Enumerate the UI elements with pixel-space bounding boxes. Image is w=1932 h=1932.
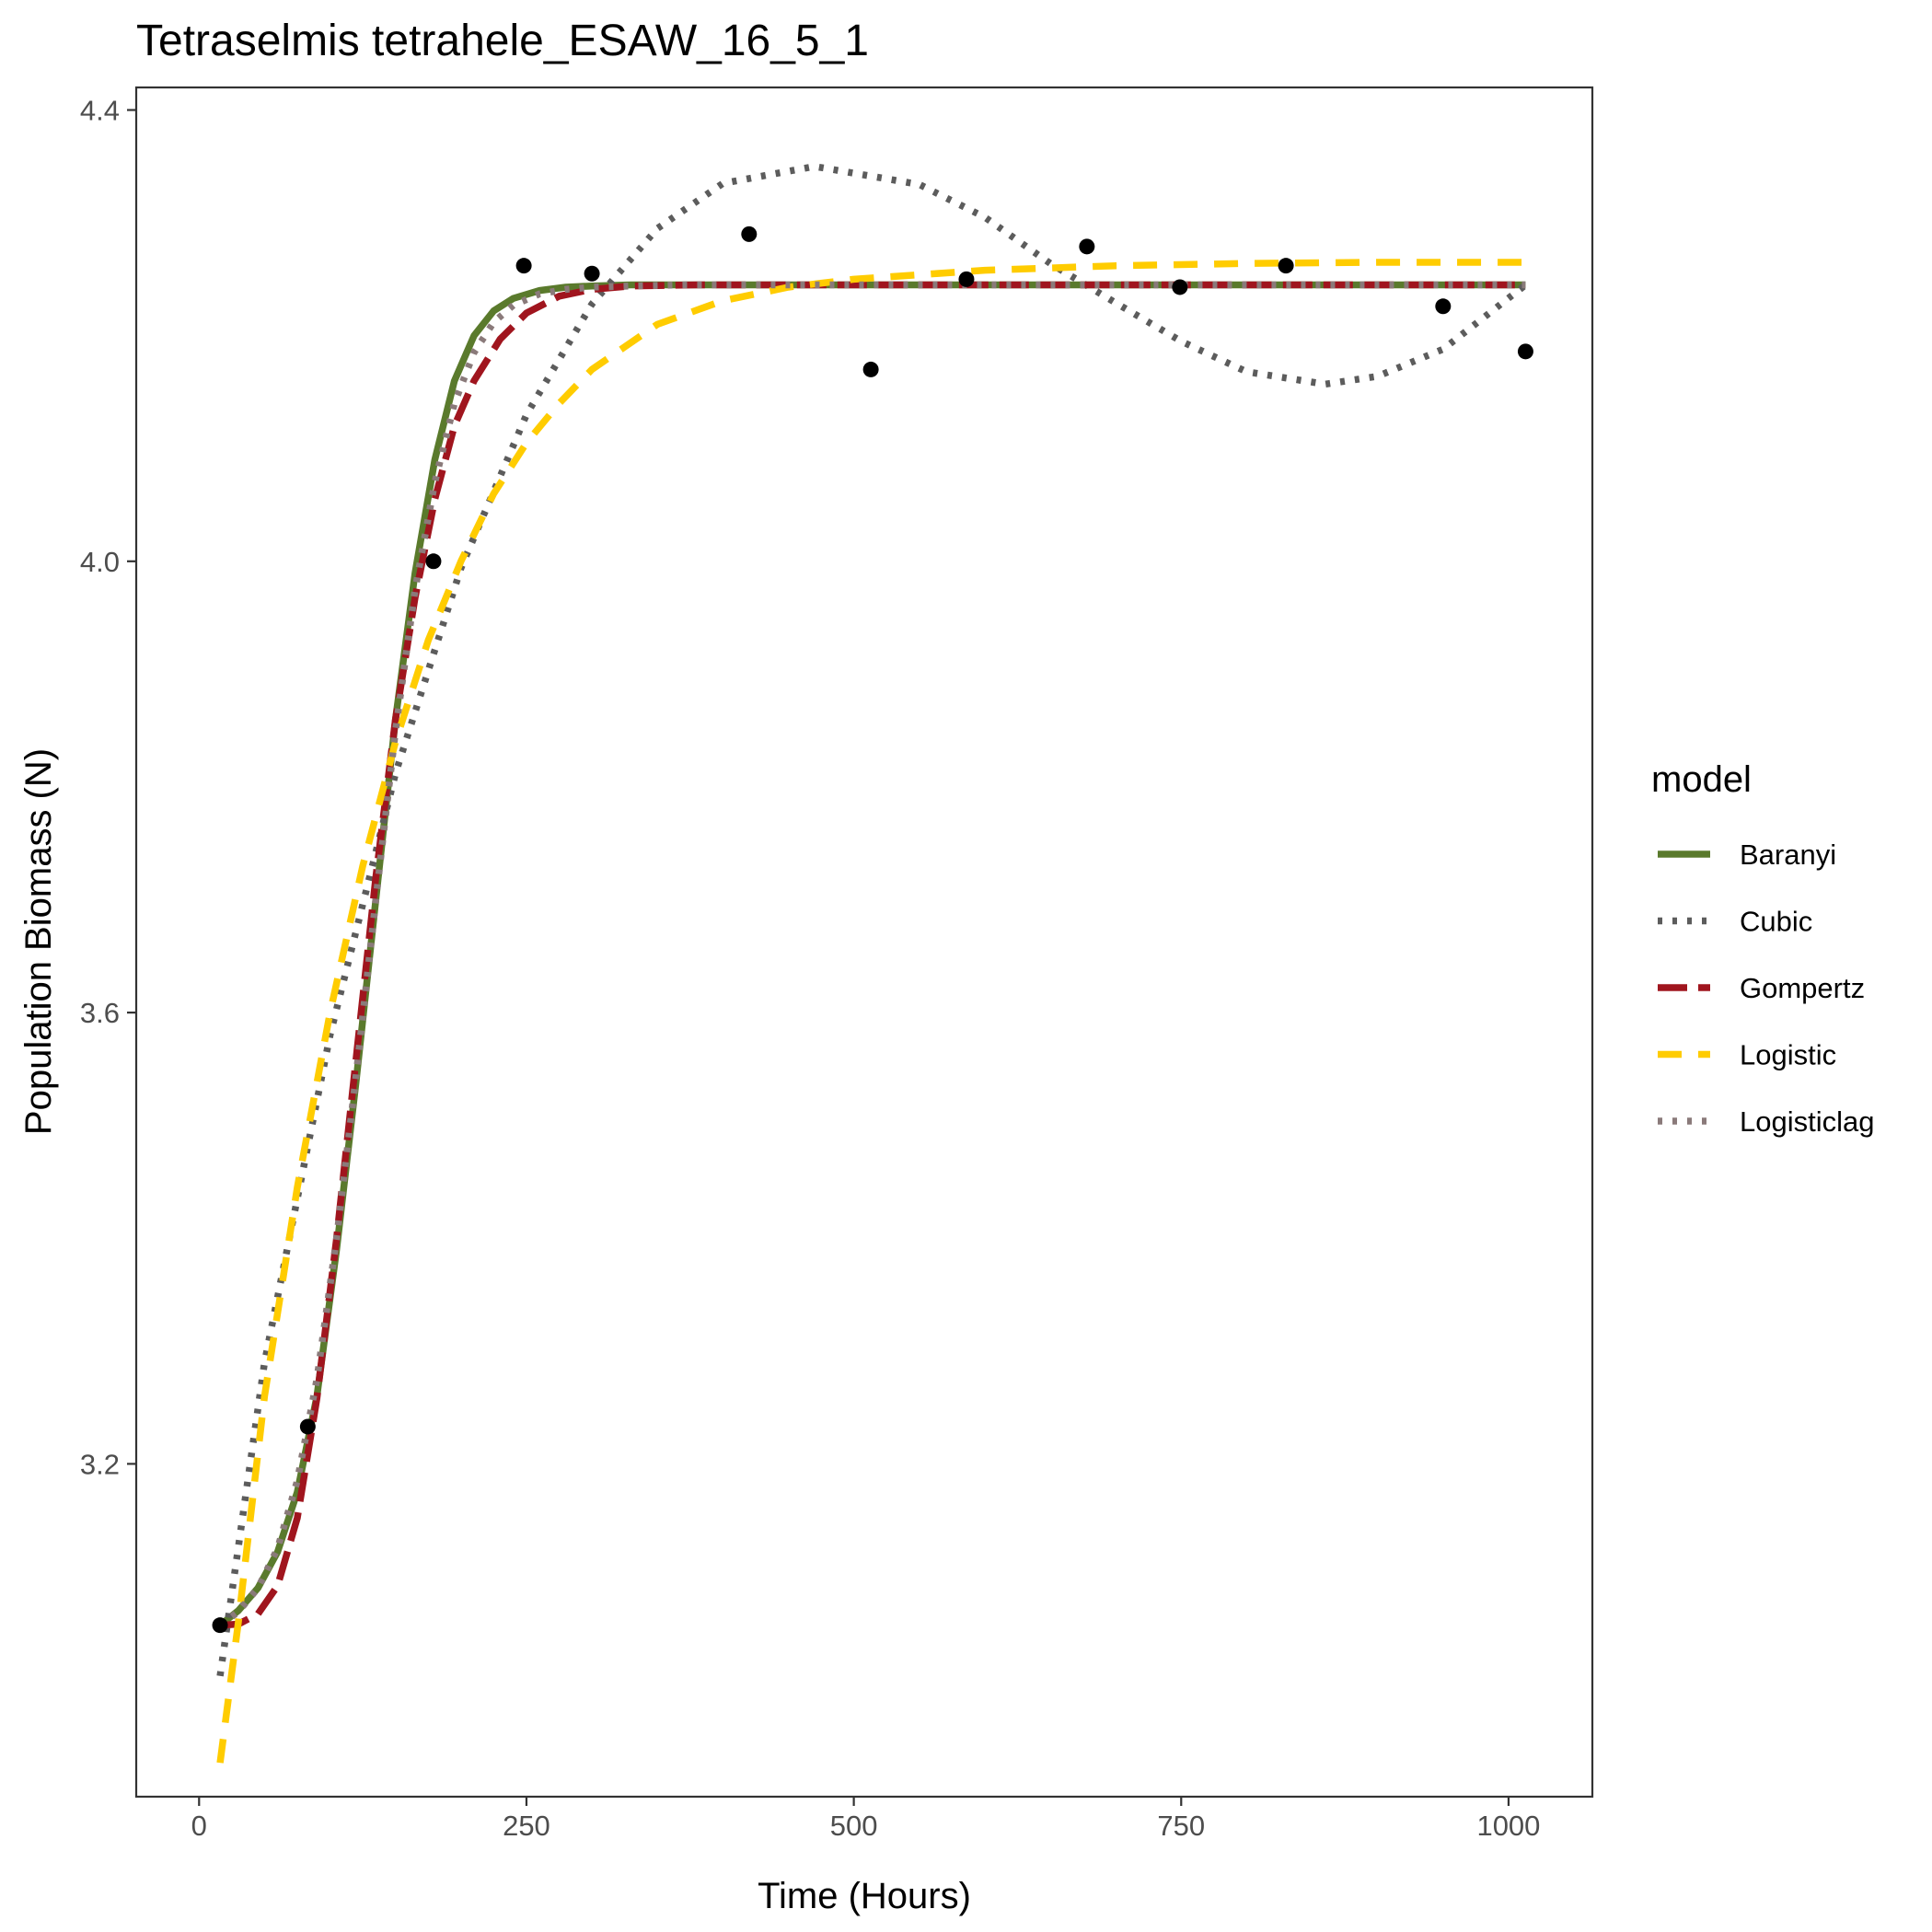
legend-item-logisticlag: Logisticlag bbox=[1658, 1105, 1874, 1138]
data-point bbox=[515, 258, 532, 274]
x-tick-label: 500 bbox=[830, 1810, 878, 1842]
y-tick-label: 3.6 bbox=[80, 997, 120, 1029]
data-point bbox=[1079, 238, 1095, 255]
data-point bbox=[425, 553, 442, 570]
legend: model Baranyi Cubic Gompertz Logistic Logist… bbox=[1651, 759, 1874, 1138]
data-point bbox=[212, 1617, 228, 1634]
legend-label-logisticlag: Logisticlag bbox=[1740, 1105, 1874, 1138]
x-tick-label: 250 bbox=[503, 1810, 550, 1842]
legend-item-logistic: Logistic bbox=[1658, 1039, 1836, 1071]
y-tick-label: 3.2 bbox=[80, 1448, 120, 1480]
series-line-logisticlag bbox=[217, 281, 1526, 1628]
data-point bbox=[1435, 298, 1452, 315]
series-line-logistic bbox=[216, 259, 1526, 1764]
data-point bbox=[299, 1418, 316, 1435]
series-layer bbox=[216, 163, 1528, 1764]
data-point bbox=[862, 361, 879, 377]
data-point bbox=[1172, 279, 1188, 295]
series-line-gompertz bbox=[219, 281, 1526, 1629]
x-tick-label: 1000 bbox=[1476, 1810, 1540, 1842]
data-point bbox=[1517, 343, 1533, 360]
y-axis-title: Population Biomass (N) bbox=[18, 748, 59, 1135]
points-layer bbox=[212, 226, 1533, 1634]
x-tick-label: 0 bbox=[191, 1810, 207, 1842]
legend-label-logistic: Logistic bbox=[1740, 1039, 1836, 1071]
legend-item-cubic: Cubic bbox=[1658, 906, 1812, 938]
x-tick-label: 750 bbox=[1157, 1810, 1205, 1842]
x-axis: 0 250 500 750 1000 bbox=[191, 1797, 1540, 1842]
legend-label-baranyi: Baranyi bbox=[1740, 839, 1836, 871]
data-point bbox=[958, 271, 975, 287]
data-point bbox=[1278, 258, 1294, 274]
legend-title: model bbox=[1651, 759, 1752, 800]
chart-title: Tetraselmis tetrahele_ESAW_16_5_1 bbox=[136, 17, 869, 65]
plot-panel bbox=[136, 87, 1592, 1797]
plot-border bbox=[134, 86, 1594, 1799]
legend-item-baranyi: Baranyi bbox=[1658, 839, 1836, 871]
legend-label-gompertz: Gompertz bbox=[1740, 972, 1865, 1004]
x-axis-title: Time (Hours) bbox=[758, 1876, 971, 1916]
y-tick-label: 4.0 bbox=[80, 546, 120, 578]
y-axis: 3.2 3.6 4.0 4.4 bbox=[80, 95, 136, 1480]
plot-area bbox=[134, 86, 1594, 1799]
series-line-cubic bbox=[216, 163, 1528, 1677]
y-tick-label: 4.4 bbox=[80, 95, 120, 127]
legend-label-cubic: Cubic bbox=[1740, 906, 1812, 938]
legend-items: Baranyi Cubic Gompertz Logistic Logisticlag bbox=[1658, 839, 1874, 1138]
data-point bbox=[584, 265, 600, 282]
data-point bbox=[741, 226, 758, 242]
legend-item-gompertz: Gompertz bbox=[1658, 972, 1865, 1004]
